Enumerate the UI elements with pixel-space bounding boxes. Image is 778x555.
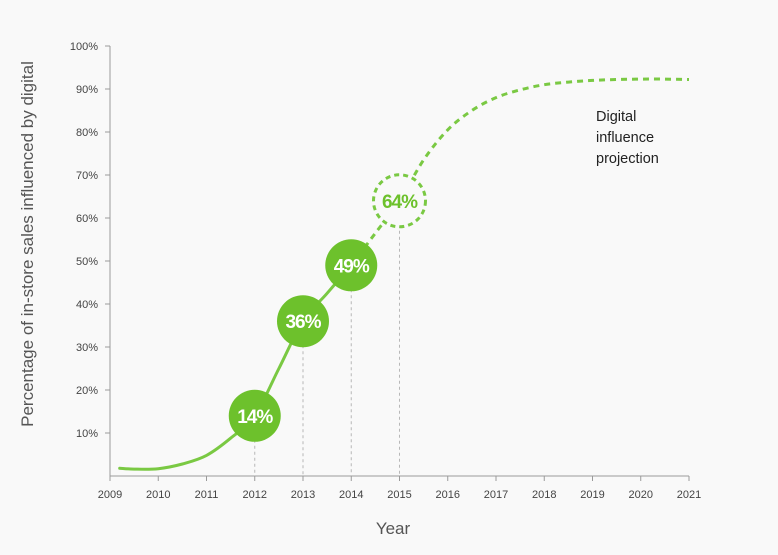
bubble-label: 36%	[285, 312, 321, 333]
x-tick-label: 2016	[436, 489, 460, 501]
y-tick-label: 50%	[76, 256, 98, 268]
x-tick-label: 2013	[291, 489, 315, 501]
bubble-label: 64%	[382, 192, 418, 213]
y-tick-label: 100%	[70, 41, 98, 53]
highlight-bubbles: 14% 36% 49% 64%	[228, 173, 427, 442]
projection-line	[350, 77, 690, 267]
projection-bubble	[372, 173, 427, 229]
y-tick-label: 10%	[76, 428, 98, 440]
data-bubble	[228, 389, 281, 442]
y-tick-label: 60%	[76, 213, 98, 225]
x-tick-label: 2017	[484, 489, 508, 501]
guide-lines	[254, 200, 400, 476]
y-axis-title: Percentage of in-store sales influenced …	[18, 61, 37, 427]
y-tick-label: 80%	[76, 127, 98, 139]
axis-labels: 10% 20% 30% 40% 50% 60% 70% 80% 90% 100% 2009 2010 2…	[70, 41, 701, 501]
axes	[105, 45, 690, 481]
annotation-line: projection	[596, 151, 659, 167]
x-tick-label: 2015	[387, 489, 411, 501]
y-tick-label: 70%	[76, 170, 98, 182]
x-axis-title: Year	[376, 519, 411, 538]
x-tick-label: 2021	[677, 489, 701, 501]
bubble-label: 14%	[237, 407, 273, 428]
x-tick-label: 2012	[243, 489, 267, 501]
actual-line	[118, 263, 353, 471]
x-tick-label: 2011	[195, 489, 219, 501]
data-bubble	[325, 239, 378, 292]
annotation-line: influence	[596, 130, 654, 146]
x-tick-label: 2014	[339, 489, 363, 501]
projection-annotation: Digital influence projection	[596, 109, 659, 167]
x-tick-label: 2019	[580, 489, 604, 501]
x-tick-label: 2010	[146, 489, 170, 501]
annotation-line: Digital	[596, 109, 636, 125]
y-tick-label: 20%	[76, 385, 98, 397]
data-bubble	[277, 295, 329, 348]
x-tick-label: 2009	[98, 489, 122, 501]
y-tick-label: 30%	[76, 342, 98, 354]
bubble-label: 49%	[334, 256, 370, 277]
y-tick-label: 90%	[76, 84, 98, 96]
x-tick-label: 2018	[532, 489, 556, 501]
x-tick-label: 2020	[629, 489, 653, 501]
y-tick-label: 40%	[76, 299, 98, 311]
